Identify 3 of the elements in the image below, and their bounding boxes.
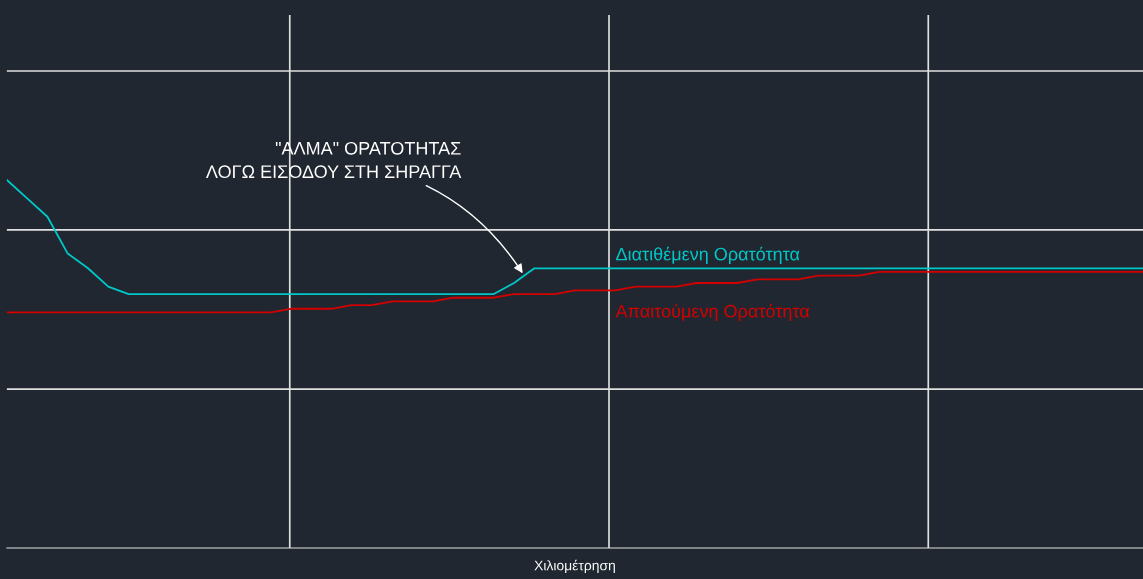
series-label: Διατιθέμενη Ορατότητα <box>616 246 800 265</box>
series-label: Απαιτούμενη Ορατότητα <box>615 303 810 322</box>
x-axis-title: Χιλιομέτρηση <box>534 559 615 574</box>
